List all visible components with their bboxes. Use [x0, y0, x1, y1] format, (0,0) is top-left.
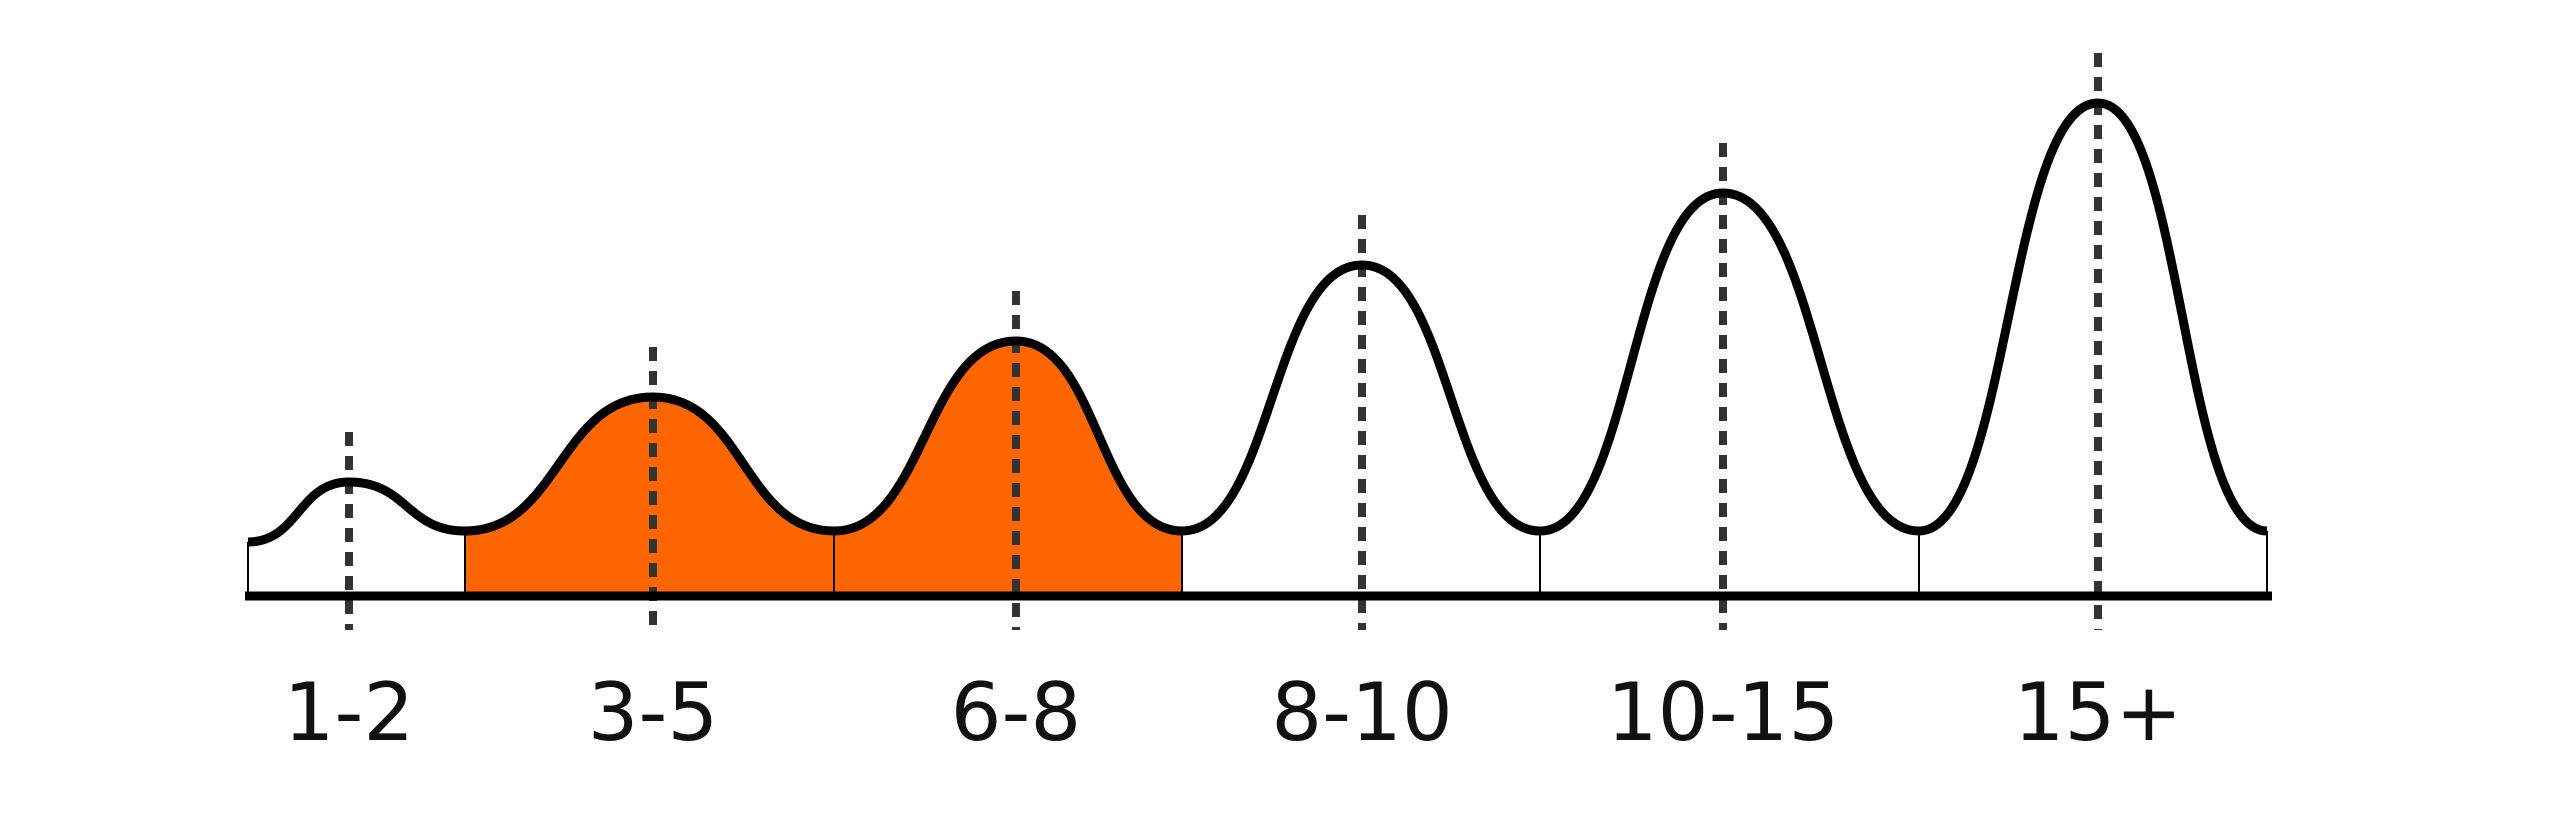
category-label: 10-15	[1607, 666, 1839, 759]
category-label: 6-8	[951, 666, 1082, 759]
category-label: 15+	[2014, 666, 2183, 759]
category-label: 8-10	[1271, 666, 1453, 759]
category-label: 3-5	[588, 666, 719, 759]
labels: 1-2 3-5 6-8 8-10 10-15 15+	[284, 666, 2183, 759]
curve	[247, 98, 2268, 547]
highlight-area	[834, 341, 1182, 596]
guides	[247, 53, 2268, 630]
category-label: 1-2	[284, 666, 415, 759]
